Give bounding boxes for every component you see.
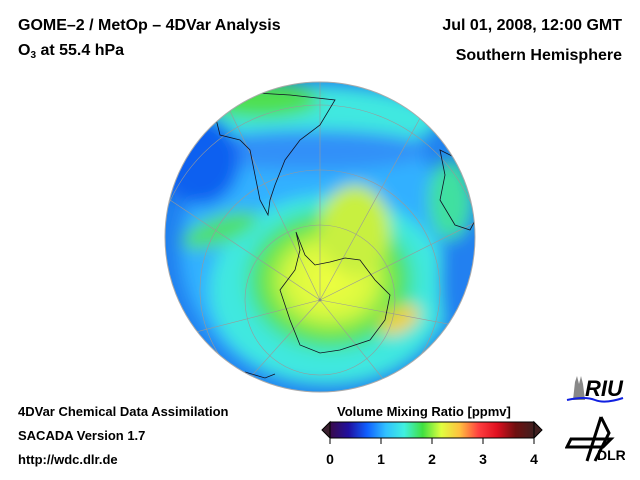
- title-line1: GOME–2 / MetOp – 4DVar Analysis: [18, 17, 281, 34]
- globe-outline: [164, 81, 476, 393]
- species-subscript: 3: [30, 50, 37, 61]
- colorbar-tick-label: 2: [428, 451, 436, 467]
- dlr-logo: DLR: [564, 415, 626, 470]
- colorbar-tick-label: 0: [326, 451, 334, 467]
- datetime: Jul 01, 2008, 12:00 GMT: [442, 17, 622, 34]
- colorbar-label: Volume Mixing Ratio [ppmv]: [337, 404, 511, 419]
- colorbar-gradient: [329, 421, 535, 439]
- colorbar-tick-label: 3: [479, 451, 487, 467]
- title-species: O3 at 55.4 hPa: [18, 42, 124, 61]
- riu-logo: RIU: [565, 372, 625, 409]
- globe-field: [165, 82, 475, 392]
- footer-url: http://wdc.dlr.de: [18, 452, 118, 467]
- colorbar-tick-label: 1: [377, 451, 385, 467]
- species-suffix: at 55.4 hPa: [36, 42, 125, 59]
- colorbar: [321, 420, 543, 444]
- colorbar-tick-label: 4: [530, 451, 538, 467]
- footer-line2: SACADA Version 1.7: [18, 428, 146, 443]
- species-prefix: O: [18, 42, 31, 59]
- svg-text:DLR: DLR: [597, 447, 625, 463]
- colorbar-under-arrow: [321, 420, 331, 440]
- south-pole-marker: [318, 298, 322, 302]
- colorbar-over-arrow: [533, 420, 543, 440]
- footer-line1: 4DVar Chemical Data Assimilation: [18, 404, 229, 419]
- svg-text:RIU: RIU: [585, 376, 624, 401]
- region: Southern Hemisphere: [455, 47, 622, 64]
